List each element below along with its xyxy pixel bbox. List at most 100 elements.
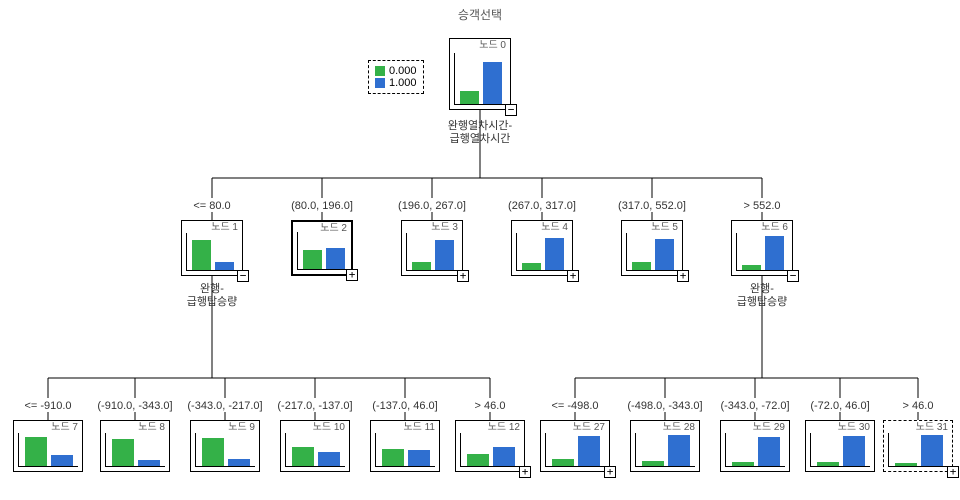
node-mini-chart — [454, 53, 506, 105]
bar-class-0 — [632, 262, 651, 270]
node-mini-chart — [626, 233, 678, 271]
bar-class-1 — [228, 459, 250, 466]
branch-condition: (267.0, 317.0] — [508, 200, 576, 212]
branch-condition: (-217.0, -137.0] — [277, 400, 352, 412]
node-label: 노드 0 — [450, 39, 510, 53]
bar-class-0 — [742, 265, 761, 270]
expand-icon[interactable]: + — [947, 466, 959, 478]
bar-class-1 — [655, 239, 674, 270]
branch-condition: > 46.0 — [903, 400, 934, 412]
bar-class-1 — [493, 447, 515, 466]
tree-node-n8[interactable]: 노드 8 — [100, 420, 170, 472]
branch-condition: <= -498.0 — [551, 400, 598, 412]
bar-class-1 — [545, 238, 564, 270]
bar-class-1 — [921, 435, 943, 466]
legend-item-1: 1.000 — [375, 77, 417, 89]
branch-condition: (-343.0, -72.0] — [720, 400, 789, 412]
branch-condition: <= -910.0 — [24, 400, 71, 412]
bar-class-1 — [435, 240, 454, 270]
tree-node-n27[interactable]: 노드 27+ — [540, 420, 610, 472]
node-mini-chart — [285, 433, 345, 467]
collapse-icon[interactable]: − — [505, 104, 517, 116]
bar-class-1 — [408, 450, 430, 466]
node-mini-chart — [18, 433, 78, 467]
branch-condition: > 552.0 — [743, 200, 780, 212]
node-mini-chart — [105, 433, 165, 467]
bar-class-0 — [25, 437, 47, 466]
node-mini-chart — [297, 232, 347, 270]
tree-node-n1[interactable]: 노드 1− — [181, 220, 243, 276]
node-mini-chart — [516, 233, 568, 271]
expand-icon[interactable]: + — [604, 466, 616, 478]
bar-class-0 — [895, 463, 917, 466]
branch-condition: (-910.0, -343.0] — [97, 400, 172, 412]
tree-node-n12[interactable]: 노드 12+ — [455, 420, 525, 472]
bar-class-0 — [522, 263, 541, 270]
legend-swatch-0 — [375, 66, 385, 76]
tree-node-n3[interactable]: 노드 3+ — [401, 220, 463, 276]
bar-class-0 — [732, 462, 754, 466]
collapse-icon[interactable]: − — [787, 270, 799, 282]
bar-class-0 — [192, 240, 211, 270]
bar-class-0 — [112, 439, 134, 466]
bar-class-1 — [483, 62, 502, 104]
bar-class-1 — [765, 236, 784, 270]
split-variable-label: 완행- 급행탑승량 — [737, 283, 788, 309]
bar-class-0 — [642, 461, 664, 466]
node-mini-chart — [375, 433, 435, 467]
node-mini-chart — [736, 233, 788, 271]
bar-class-0 — [412, 262, 431, 270]
legend-label-0: 0.000 — [389, 65, 417, 77]
node-mini-chart — [635, 433, 695, 467]
legend: 0.000 1.000 — [368, 60, 424, 94]
expand-icon[interactable]: + — [519, 466, 531, 478]
expand-icon[interactable]: + — [677, 270, 689, 282]
legend-item-0: 0.000 — [375, 65, 417, 77]
bar-class-1 — [138, 460, 160, 466]
bar-class-1 — [668, 435, 690, 466]
branch-condition: (-498.0, -343.0] — [627, 400, 702, 412]
branch-condition: (-72.0, 46.0] — [810, 400, 869, 412]
bar-class-1 — [843, 436, 865, 466]
legend-swatch-1 — [375, 78, 385, 88]
tree-node-n0[interactable]: 노드 0− — [449, 38, 511, 110]
branch-condition: <= 80.0 — [193, 200, 230, 212]
tree-node-n5[interactable]: 노드 5+ — [621, 220, 683, 276]
node-mini-chart — [545, 433, 605, 467]
tree-node-n7[interactable]: 노드 7 — [13, 420, 83, 472]
legend-label-1: 1.000 — [389, 77, 417, 89]
bar-class-0 — [303, 250, 322, 269]
bar-class-0 — [382, 449, 404, 466]
bar-class-0 — [292, 447, 314, 466]
tree-node-n29[interactable]: 노드 29 — [720, 420, 790, 472]
bar-class-1 — [758, 437, 780, 466]
node-mini-chart — [195, 433, 255, 467]
bar-class-1 — [578, 436, 600, 466]
bar-class-0 — [817, 462, 839, 466]
branch-condition: (317.0, 552.0] — [618, 200, 686, 212]
node-mini-chart — [406, 233, 458, 271]
collapse-icon[interactable]: − — [237, 270, 249, 282]
tree-node-n2[interactable]: 노드 2+ — [291, 220, 353, 276]
branch-condition: (80.0, 196.0] — [291, 200, 353, 212]
tree-node-n10[interactable]: 노드 10 — [280, 420, 350, 472]
node-mini-chart — [725, 433, 785, 467]
tree-node-n31[interactable]: 노드 31+ — [883, 420, 953, 472]
branch-condition: (196.0, 267.0] — [398, 200, 466, 212]
node-mini-chart — [460, 433, 520, 467]
expand-icon[interactable]: + — [457, 270, 469, 282]
tree-node-n30[interactable]: 노드 30 — [805, 420, 875, 472]
split-variable-label: 완행- 급행탑승량 — [187, 283, 238, 309]
tree-node-n28[interactable]: 노드 28 — [630, 420, 700, 472]
branch-condition: > 46.0 — [475, 400, 506, 412]
node-mini-chart — [888, 433, 948, 467]
tree-node-n9[interactable]: 노드 9 — [190, 420, 260, 472]
bar-class-0 — [467, 454, 489, 466]
tree-node-n4[interactable]: 노드 4+ — [511, 220, 573, 276]
tree-node-n11[interactable]: 노드 11 — [370, 420, 440, 472]
tree-node-n6[interactable]: 노드 6− — [731, 220, 793, 276]
node-mini-chart — [186, 233, 238, 271]
bar-class-1 — [318, 452, 340, 466]
expand-icon[interactable]: + — [567, 270, 579, 282]
expand-icon[interactable]: + — [346, 269, 358, 281]
